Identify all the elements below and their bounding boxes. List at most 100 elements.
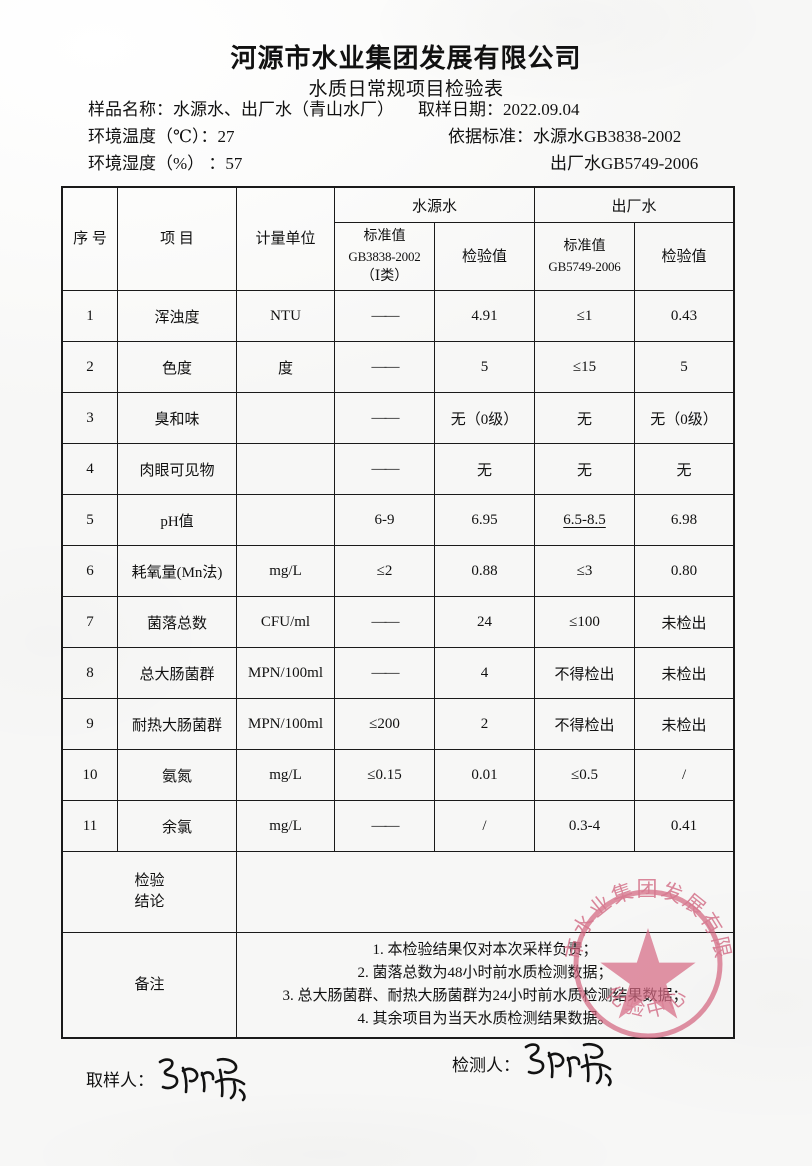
cell-std-source: ≤0.15	[334, 749, 435, 801]
temperature-value: 27	[217, 127, 235, 146]
cell-val-source: 6.95	[433, 494, 536, 546]
cell-val-outlet: 0.43	[634, 290, 735, 342]
not-applicable-dash: ——	[371, 409, 400, 426]
table-head: 序 号 项 目 计量单位 水源水 出厂水 标准值 GB3838-2002 （Ⅰ类…	[62, 187, 735, 291]
cell-val-source: 4.91	[433, 290, 536, 342]
table-row: 11 余氯 mg/L —— /0.3-4 0.41	[62, 800, 735, 852]
th-group-source-water: 水源水	[333, 187, 536, 223]
cell-item: 肉眼可见物	[117, 443, 237, 495]
cell-val-source: 24	[433, 596, 536, 648]
cell-item: 臭和味	[117, 392, 237, 444]
cell-std-source: ≤200	[334, 698, 435, 750]
cell-std-source: ——	[334, 800, 435, 852]
cell-no: 1	[62, 290, 118, 342]
cell-val-outlet: 0.80	[634, 545, 735, 597]
cell-val-outlet: 5	[634, 341, 735, 393]
table-head-group-row: 序 号 项 目 计量单位 水源水 出厂水	[62, 187, 735, 291]
not-applicable-dash: ——	[371, 613, 400, 630]
form-title: 水质日常规项目检验表	[308, 79, 504, 100]
cell-unit: MPN/100ml	[236, 647, 335, 699]
cell-item: 氨氮	[117, 749, 237, 801]
remark-value: 1. 本检验结果仅对本次采样负责； 2. 菌落总数为48小时前水质检测数据； 3…	[235, 932, 735, 1038]
standard-outlet: 出厂水GB5749-2006	[550, 154, 699, 173]
table-row: 4 肉眼可见物 —— 无无无	[62, 443, 735, 495]
humidity-field: 环境湿度（%） ：57	[88, 150, 242, 177]
standard-source: 水源水GB3838-2002	[533, 127, 682, 146]
conclusion-value	[235, 851, 735, 933]
cell-std-source: ——	[334, 392, 435, 444]
table-row: 7 菌落总数 CFU/ml —— 24 ≤100 未检出	[62, 596, 735, 648]
not-applicable-dash: ——	[371, 307, 400, 324]
cell-val-source: /	[433, 800, 536, 852]
cell-std-outlet: 不得检出	[534, 647, 636, 699]
cell-unit: mg/L	[236, 800, 335, 852]
temperature-label: 环境温度（℃）：	[88, 127, 218, 146]
th-std-outlet-line2: GB5749-2006	[548, 258, 621, 274]
sampler-handwritten-signature	[156, 1057, 252, 1102]
tester-label: 检测人：	[452, 1055, 520, 1075]
cell-val-source: 5	[433, 341, 536, 393]
cell-item: pH值	[117, 494, 237, 546]
cell-std-outlet: ≤1	[534, 290, 636, 342]
cell-unit	[236, 494, 335, 546]
cell-std-outlet: ≤15	[534, 341, 636, 393]
cell-no: 3	[62, 392, 118, 444]
cell-val-outlet: 未检出	[634, 596, 735, 648]
th-std-outlet: 标准值 GB5749-2006	[534, 222, 636, 291]
remark-row: 备注 1. 本检验结果仅对本次采样负责； 2. 菌落总数为48小时前水质检测数据…	[62, 932, 735, 1038]
th-val-source: 检验值	[433, 222, 536, 291]
humidity-label: 环境湿度（%） ：	[88, 154, 226, 173]
not-applicable-dash: ——	[371, 817, 400, 834]
th-std-outlet-line1: 标准值	[563, 238, 606, 254]
not-applicable-dash: ——	[371, 358, 400, 375]
cell-no: 6	[62, 545, 118, 597]
remark-line: 2. 菌落总数为48小时前水质检测数据；	[357, 965, 613, 981]
cell-item: 总大肠菌群	[117, 647, 237, 699]
cell-unit: CFU/ml	[236, 596, 335, 648]
cell-no: 2	[62, 341, 118, 393]
cell-std-source: ——	[334, 443, 435, 495]
cell-std-outlet: 无	[534, 392, 636, 444]
company-title: 河源市水业集团发展有限公司	[230, 44, 582, 73]
underlined-value: 6.5-8.5	[563, 511, 606, 528]
cell-item: 耗氧量(Mn法)	[117, 545, 237, 597]
cell-unit: mg/L	[236, 749, 335, 801]
table-row: 3 臭和味 —— 无（0级）无无（0级）	[62, 392, 735, 444]
th-std-source-line2: GB3838-2002	[348, 248, 421, 264]
temperature-field: 环境温度（℃）：27	[88, 123, 235, 150]
cell-std-source: ——	[334, 290, 435, 342]
table-row: 10 氨氮 mg/L ≤0.15 0.01 ≤0.5/	[62, 749, 735, 801]
cell-val-outlet: 0.41	[634, 800, 735, 852]
cell-unit: NTU	[236, 290, 335, 342]
table-head-sub-row: 标准值 GB3838-2002 （Ⅰ类） 检验值 标准值 GB5749-2006…	[63, 222, 735, 291]
table-row: 1 浑浊度 NTU —— 4.91 ≤1 0.43	[62, 290, 735, 342]
inspection-table-wrapper: 序 号 项 目 计量单位 水源水 出厂水 标准值 GB3838-2002 （Ⅰ类…	[60, 186, 736, 1039]
table-row: 9 耐热大肠菌群 MPN/100ml ≤200 2 不得检出 未检出	[62, 698, 735, 750]
cell-std-outlet: ≤0.5	[534, 749, 636, 801]
cell-val-source: 2	[433, 698, 536, 750]
cell-val-outlet: 无	[634, 443, 735, 495]
cell-no: 11	[62, 800, 118, 852]
cell-no: 5	[62, 494, 118, 546]
th-std-source-line3: （Ⅰ类）	[360, 268, 409, 284]
table-row: 5 pH值 6-9 6.95 6.5-8.5 6.98	[62, 494, 735, 546]
meta-row-humidity: 环境湿度（%） ：57 出厂水GB5749-2006	[88, 150, 768, 177]
conclusion-label: 检验 结论	[62, 851, 237, 933]
cell-val-outlet: 6.98	[634, 494, 735, 546]
not-applicable-dash: ——	[371, 664, 400, 681]
sampling-date-label: 取样日期：	[418, 100, 503, 119]
cell-val-source: 无	[433, 443, 536, 495]
th-group-outlet-water: 出厂水	[534, 187, 735, 223]
cell-std-source: ——	[334, 341, 435, 393]
table-body: 1 浑浊度 NTU —— 4.91 ≤1 0.43 2 色度度 —— 5 ≤15 5 3 臭和味 —— 无（0级…	[62, 290, 735, 852]
cell-item: 菌落总数	[117, 596, 237, 648]
cell-no: 10	[62, 749, 118, 801]
conclusion-label-line2: 结论	[134, 894, 165, 910]
remark-label: 备注	[62, 932, 237, 1038]
cell-std-outlet: ≤100	[534, 596, 636, 648]
cell-item: 浑浊度	[117, 290, 237, 342]
sampling-date-value: 2022.09.04	[503, 100, 580, 119]
cell-val-outlet: /	[634, 749, 735, 801]
cell-std-outlet: ≤3	[534, 545, 636, 597]
cell-unit	[236, 443, 335, 495]
